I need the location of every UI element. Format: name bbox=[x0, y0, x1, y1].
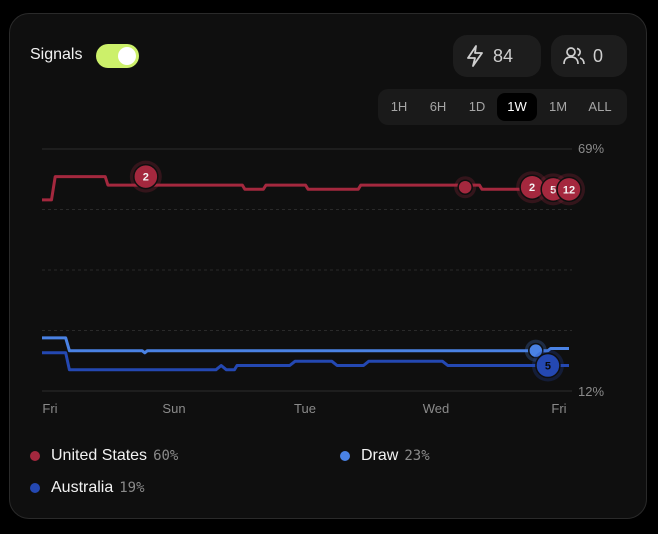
marker-label: 5 bbox=[550, 184, 556, 196]
marker-label: 5 bbox=[545, 361, 551, 373]
x-tick-label: Wed bbox=[423, 401, 450, 416]
signal-marker-australia[interactable]: 5 bbox=[531, 349, 564, 382]
activity-count: 84 bbox=[493, 45, 514, 66]
range-1h[interactable]: 1H bbox=[390, 99, 408, 114]
x-tick-label: Tue bbox=[294, 401, 316, 416]
y-tick-label-top: 69% bbox=[578, 141, 604, 156]
signal-marker-united-states[interactable]: 2 bbox=[516, 171, 549, 204]
time-range-selector: 1H 6H 1D 1W 1M ALL bbox=[378, 89, 627, 125]
range-6h[interactable]: 6H bbox=[429, 99, 447, 114]
signal-marker-united-states[interactable]: 12 bbox=[553, 173, 585, 206]
lightning-icon bbox=[465, 45, 485, 67]
activity-stat[interactable]: 84 bbox=[453, 35, 541, 77]
marker-dot bbox=[133, 163, 159, 190]
legend-value: 23% bbox=[404, 448, 430, 464]
users-count: 0 bbox=[593, 45, 604, 66]
marker-label: 2 bbox=[529, 182, 535, 194]
signals-toggle[interactable] bbox=[96, 44, 139, 68]
x-tick-label: Fri bbox=[42, 401, 57, 416]
marker-dot bbox=[457, 179, 473, 195]
marker-dot bbox=[535, 352, 561, 379]
legend-name: Draw bbox=[361, 447, 399, 464]
marker-dot bbox=[528, 342, 544, 359]
x-tick-label: Fri bbox=[551, 401, 566, 416]
range-1m[interactable]: 1M bbox=[548, 99, 568, 114]
legend-value: 60% bbox=[153, 448, 179, 464]
y-tick-label-bottom: 12% bbox=[578, 384, 604, 399]
legend-swatch bbox=[340, 451, 350, 461]
series-line-draw[interactable] bbox=[42, 336, 569, 355]
legend-value: 19% bbox=[119, 480, 145, 496]
series-line-australia[interactable] bbox=[42, 351, 569, 372]
marker-label: 12 bbox=[563, 184, 575, 196]
users-icon bbox=[563, 46, 585, 66]
toggle-knob bbox=[118, 47, 136, 65]
legend-name: Australia bbox=[51, 479, 114, 496]
legend-name: United States bbox=[51, 447, 148, 464]
range-1d[interactable]: 1D bbox=[468, 99, 486, 114]
users-stat[interactable]: 0 bbox=[551, 35, 627, 77]
marker-label: 2 bbox=[143, 172, 149, 184]
marker-dot bbox=[556, 176, 582, 203]
legend-item-australia[interactable]: Australia 19% bbox=[30, 479, 145, 497]
legend-item-draw[interactable]: Draw 23% bbox=[340, 447, 430, 465]
x-tick-label: Sun bbox=[162, 401, 185, 416]
legend-swatch bbox=[30, 451, 40, 461]
series-line-united-states[interactable] bbox=[42, 175, 569, 202]
signal-marker-united-states[interactable] bbox=[454, 176, 477, 199]
legend-item-united-states[interactable]: United States 60% bbox=[30, 447, 178, 465]
signals-label: Signals bbox=[30, 46, 83, 63]
range-1w[interactable]: 1W bbox=[497, 93, 537, 121]
signal-marker-united-states[interactable]: 2 bbox=[129, 160, 162, 193]
range-all[interactable]: ALL bbox=[588, 99, 612, 114]
legend-swatch bbox=[30, 483, 40, 493]
